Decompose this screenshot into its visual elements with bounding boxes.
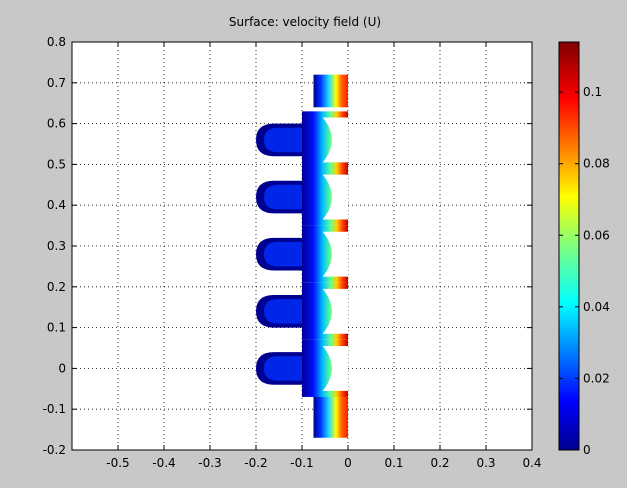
chamber: [256, 225, 348, 283]
velocity-surface: [256, 74, 348, 438]
y-tick-label: 0.5: [47, 157, 66, 171]
y-tick-label: -0.2: [43, 443, 66, 457]
x-tick-label: -0.3: [198, 456, 221, 470]
chamber: [256, 168, 348, 226]
y-tick-label: 0.1: [47, 321, 66, 335]
colorbar-tick-label: 0.02: [583, 371, 610, 385]
y-tick-label: 0.8: [47, 35, 66, 49]
colorbar-gradient: [558, 41, 580, 451]
chamber: [256, 111, 348, 169]
x-tick-label: -0.1: [290, 456, 313, 470]
x-tick-label: -0.2: [244, 456, 267, 470]
y-tick-label: -0.1: [43, 402, 66, 416]
chamber-lobe-inner: [264, 356, 302, 381]
x-tick-label: 0.1: [384, 456, 403, 470]
x-tick-label: 0: [344, 456, 352, 470]
x-tick-label: 0.2: [430, 456, 449, 470]
x-axis-ticks: -0.5 -0.4 -0.3 -0.2 -0.1 0 0.1 0.2 0.3 0.4: [106, 42, 542, 470]
chamber-notch: [322, 174, 348, 220]
colorbar-tick-label: 0.06: [583, 228, 610, 242]
y-tick-label: 0.4: [47, 198, 66, 212]
colorbar-ticks: 0.1 0.08 0.06 0.04 0.02 0: [559, 85, 610, 457]
chamber-lobe-inner: [264, 298, 302, 324]
chamber-lobe-inner: [264, 241, 302, 267]
y-tick-label: 0: [58, 361, 66, 375]
y-tick-label: 0.2: [47, 280, 66, 294]
chamber-notch: [322, 345, 348, 391]
chamber: [256, 339, 348, 397]
chamber-notch: [322, 117, 348, 163]
colorbar-tick-label: 0.04: [583, 300, 610, 314]
outlet-channel: [313, 74, 348, 108]
colorbar-tick-label: 0.08: [583, 157, 610, 171]
y-tick-label: 0.3: [47, 239, 66, 253]
chamber-notch: [322, 288, 348, 334]
x-tick-label: -0.4: [152, 456, 175, 470]
plot-axes: -0.5 -0.4 -0.3 -0.2 -0.1 0 0.1 0.2 0.3 0.4 0.8 0.7…: [43, 35, 542, 470]
chamber-lobe-inner: [264, 127, 302, 153]
y-tick-label: 0.6: [47, 117, 66, 131]
axes-frame: [71, 41, 533, 451]
chart-title: Surface: velocity field (U): [229, 15, 381, 29]
chamber-notch: [322, 231, 348, 277]
colorbar-tick-label: 0: [583, 443, 591, 457]
chamber: [256, 282, 348, 340]
colorbar-tick-label: 0.1: [583, 85, 602, 99]
x-tick-label: -0.5: [106, 456, 129, 470]
x-tick-label: 0.4: [522, 456, 541, 470]
colorbar: 0.1 0.08 0.06 0.04 0.02 0: [558, 41, 610, 457]
y-tick-label: 0.7: [47, 76, 66, 90]
chamber-lobe-inner: [264, 184, 302, 210]
x-tick-label: 0.3: [476, 456, 495, 470]
y-axis-ticks: 0.8 0.7 0.6 0.5 0.4 0.3 0.2 0.1 0 -0.1 -0.2: [43, 35, 532, 457]
